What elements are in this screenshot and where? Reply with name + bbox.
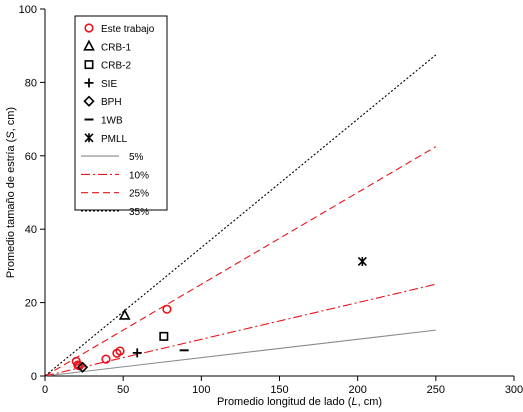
y-tick-label: 40 [25,224,37,236]
x-tick-label: 150 [270,384,288,396]
y-axis-ticks: 0 20 40 60 80 100 [19,4,45,383]
legend-label: PMLL [101,134,128,145]
x-tick-label: 250 [427,384,445,396]
reference-line [44,329,436,377]
x-tick-label: 50 [117,384,129,396]
reference-line [44,283,436,377]
circle-marker [162,304,172,314]
square-marker [84,60,94,70]
x-tick-label: 0 [42,384,48,396]
x-tick-label: 100 [192,384,210,396]
square-marker [159,331,169,341]
circle-marker [101,354,111,364]
reference-line [44,146,437,377]
triangle-marker [118,308,131,320]
data-markers [71,256,367,373]
y-tick-label: 100 [19,4,37,16]
legend-label: SIE [101,79,117,90]
legend-label: Este trabajo [101,24,155,35]
plus-marker [84,78,94,88]
legend-label: CRB-1 [101,42,131,53]
legend-label: 35% [129,207,149,218]
triangle-marker [83,39,95,51]
y-tick-label: 60 [25,151,37,163]
y-axis-title: Promedio tamaño de estría (S, cm) [5,107,17,278]
legend-label: BPH [101,97,122,108]
circle-marker [115,346,125,356]
circle-marker [84,23,94,33]
x-axis-title: Promedio longitud de lado (L, cm) [217,396,382,408]
y-tick-label: 0 [31,371,37,383]
diamond-marker [76,361,89,373]
legend-box [74,15,168,211]
y-tick-label: 20 [25,298,37,310]
x-tick-label: 200 [348,384,366,396]
reference-line [44,54,437,377]
legend-label: 25% [129,189,149,200]
legend-label: CRB-2 [101,61,131,72]
y-tick-label: 80 [25,77,37,89]
x-axis-ticks: 0 50 100 150 200 250 300 [42,376,523,396]
x-tick-label: 300 [505,384,523,396]
legend-label: 10% [129,170,149,181]
asterisk-marker [84,133,94,143]
diamond-marker [83,95,95,107]
reference-lines [44,54,437,377]
plus-marker [132,348,142,358]
asterisk-marker [357,256,367,267]
legend-label: 5% [129,152,144,163]
legend-label: 1WB [101,116,123,127]
plot-area: 0 50 100 150 200 250 300 0 20 40 60 80 100 [19,4,523,396]
